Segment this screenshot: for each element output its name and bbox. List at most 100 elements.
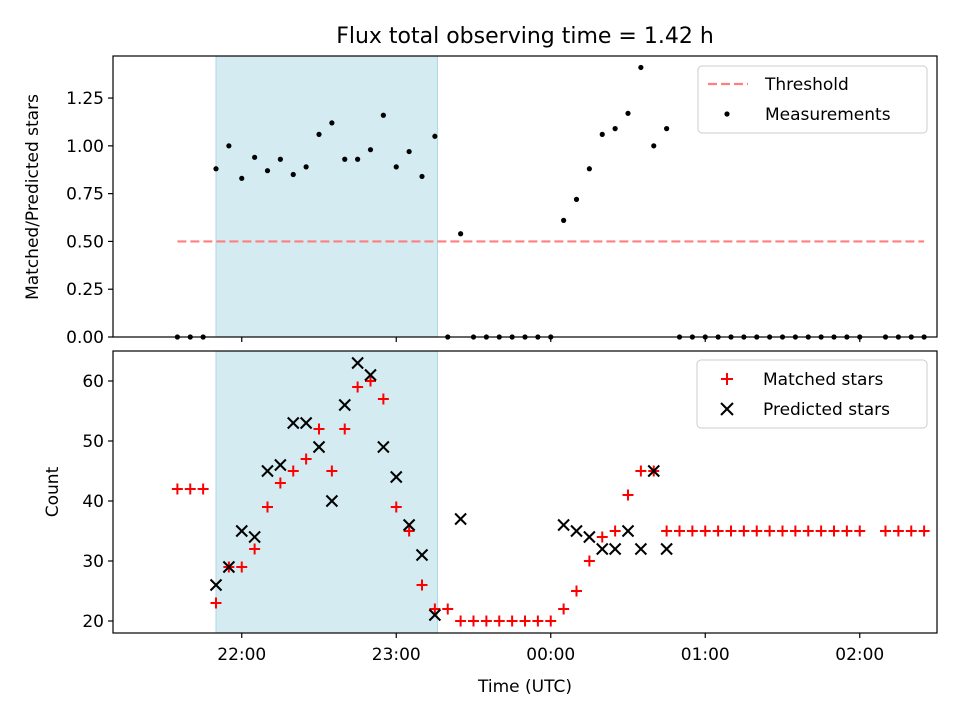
legend-measurements-swatch	[724, 111, 730, 117]
measurement-point	[651, 143, 657, 149]
predicted-star-point	[299, 416, 313, 430]
legend-measurements-label: Measurements	[765, 105, 891, 125]
predicted-star-point	[428, 608, 442, 622]
measurement-point	[561, 217, 567, 223]
matched-star-point	[480, 615, 492, 627]
matched-star-point	[764, 525, 776, 537]
measurement-point	[316, 131, 322, 137]
bottom-legend: Matched stars Predicted stars	[696, 359, 928, 429]
matched-star-point	[262, 501, 273, 513]
matched-star-point	[171, 483, 183, 495]
measurement-point	[393, 164, 399, 170]
matched-star-point	[583, 555, 595, 567]
legend-matched-label: Matched stars	[763, 370, 883, 390]
matched-star-point	[751, 525, 763, 537]
matched-star-point	[609, 525, 621, 537]
matched-star-point	[455, 615, 467, 627]
legend-matched-swatch	[721, 373, 733, 385]
matched-star-point	[596, 531, 608, 543]
matched-star-point	[571, 585, 582, 597]
measurement-point	[458, 231, 464, 237]
measurement-point	[252, 154, 258, 160]
measurement-point	[226, 143, 232, 149]
matched-star-point	[802, 525, 814, 537]
predicted-star-point	[377, 440, 390, 454]
predicted-star-point	[338, 398, 351, 412]
matched-star-point	[892, 525, 904, 537]
matched-star-point	[918, 525, 930, 537]
measurement-point	[419, 173, 425, 180]
legend-threshold-label: Threshold	[764, 75, 849, 95]
matched-star-point	[377, 393, 389, 405]
matched-star-point	[828, 525, 840, 537]
top-y-tick-label: 0.25	[66, 280, 104, 300]
bottom-x-tick-label: 22:00	[217, 645, 266, 665]
bottom-y-tick-label: 20	[82, 612, 104, 632]
measurement-point	[329, 120, 335, 126]
matched-star-point	[300, 453, 312, 465]
measurement-point	[342, 156, 348, 162]
predicted-star-point	[235, 524, 248, 538]
measurement-point	[213, 166, 219, 172]
matched-star-point	[403, 525, 415, 537]
measurement-point	[290, 171, 296, 178]
top-y-axis-label: Matched/Predicted stars	[23, 94, 43, 300]
matched-star-point	[777, 525, 788, 537]
measurement-point	[573, 196, 580, 202]
bottom-panel: 20 30 40 50 60 22:00 23:00 00:00 01:00 02:00 Cou…	[43, 350, 938, 697]
top-shaded-interval	[216, 56, 438, 337]
bottom-y-tick-label: 50	[82, 432, 104, 452]
measurement-point	[355, 156, 361, 162]
measurement-point	[406, 148, 412, 155]
predicted-star-point	[660, 542, 673, 556]
top-y-tick-label: 0.00	[66, 328, 104, 348]
top-legend: Threshold Measurements	[697, 65, 928, 134]
predicted-star-point	[351, 356, 364, 370]
predicted-star-point	[583, 530, 596, 544]
measurement-point	[599, 131, 605, 137]
predicted-star-points	[209, 356, 673, 622]
matched-star-point	[699, 525, 711, 537]
matched-star-point	[313, 423, 325, 435]
predicted-star-point	[647, 464, 660, 478]
predicted-star-point	[325, 494, 339, 508]
top-y-tick-label: 0.50	[66, 232, 104, 252]
top-axes-frame	[112, 55, 938, 338]
matched-star-point	[493, 615, 505, 627]
predicted-star-point	[209, 578, 223, 592]
bottom-x-tick-label: 01:00	[681, 645, 730, 665]
x-axis-label: Time (UTC)	[477, 677, 572, 697]
matched-star-point	[545, 615, 557, 627]
bottom-y-tick-label: 60	[82, 372, 104, 392]
matched-star-point	[558, 603, 570, 615]
matched-star-point	[686, 525, 698, 537]
measurement-point	[612, 126, 618, 132]
matched-star-points	[171, 375, 930, 627]
matched-star-point	[236, 561, 248, 573]
measurement-point	[586, 166, 592, 172]
matched-star-point	[352, 381, 364, 393]
chart-title: Flux total observing time = 1.42 h	[336, 24, 714, 49]
matched-star-point	[789, 525, 801, 537]
matched-star-point	[197, 483, 209, 495]
matched-star-point	[249, 543, 261, 555]
matched-star-point	[854, 525, 866, 537]
predicted-star-point	[608, 542, 622, 556]
predicted-star-point	[596, 542, 609, 556]
matched-star-point	[274, 477, 286, 489]
top-y-tick-label: 1.00	[66, 137, 104, 157]
matched-star-point	[506, 615, 518, 627]
matched-star-point	[815, 525, 827, 537]
predicted-star-point	[312, 440, 326, 454]
measurement-point	[264, 168, 271, 174]
predicted-star-point	[261, 464, 274, 478]
legend-predicted-label: Predicted stars	[763, 400, 890, 420]
matched-star-point	[532, 615, 544, 627]
top-x-ticks	[241, 337, 861, 342]
matched-star-point	[287, 465, 299, 477]
predicted-star-point	[570, 524, 583, 538]
predicted-star-point	[621, 524, 635, 538]
measurement-point	[380, 112, 386, 118]
legend-predicted-swatch	[720, 402, 734, 416]
